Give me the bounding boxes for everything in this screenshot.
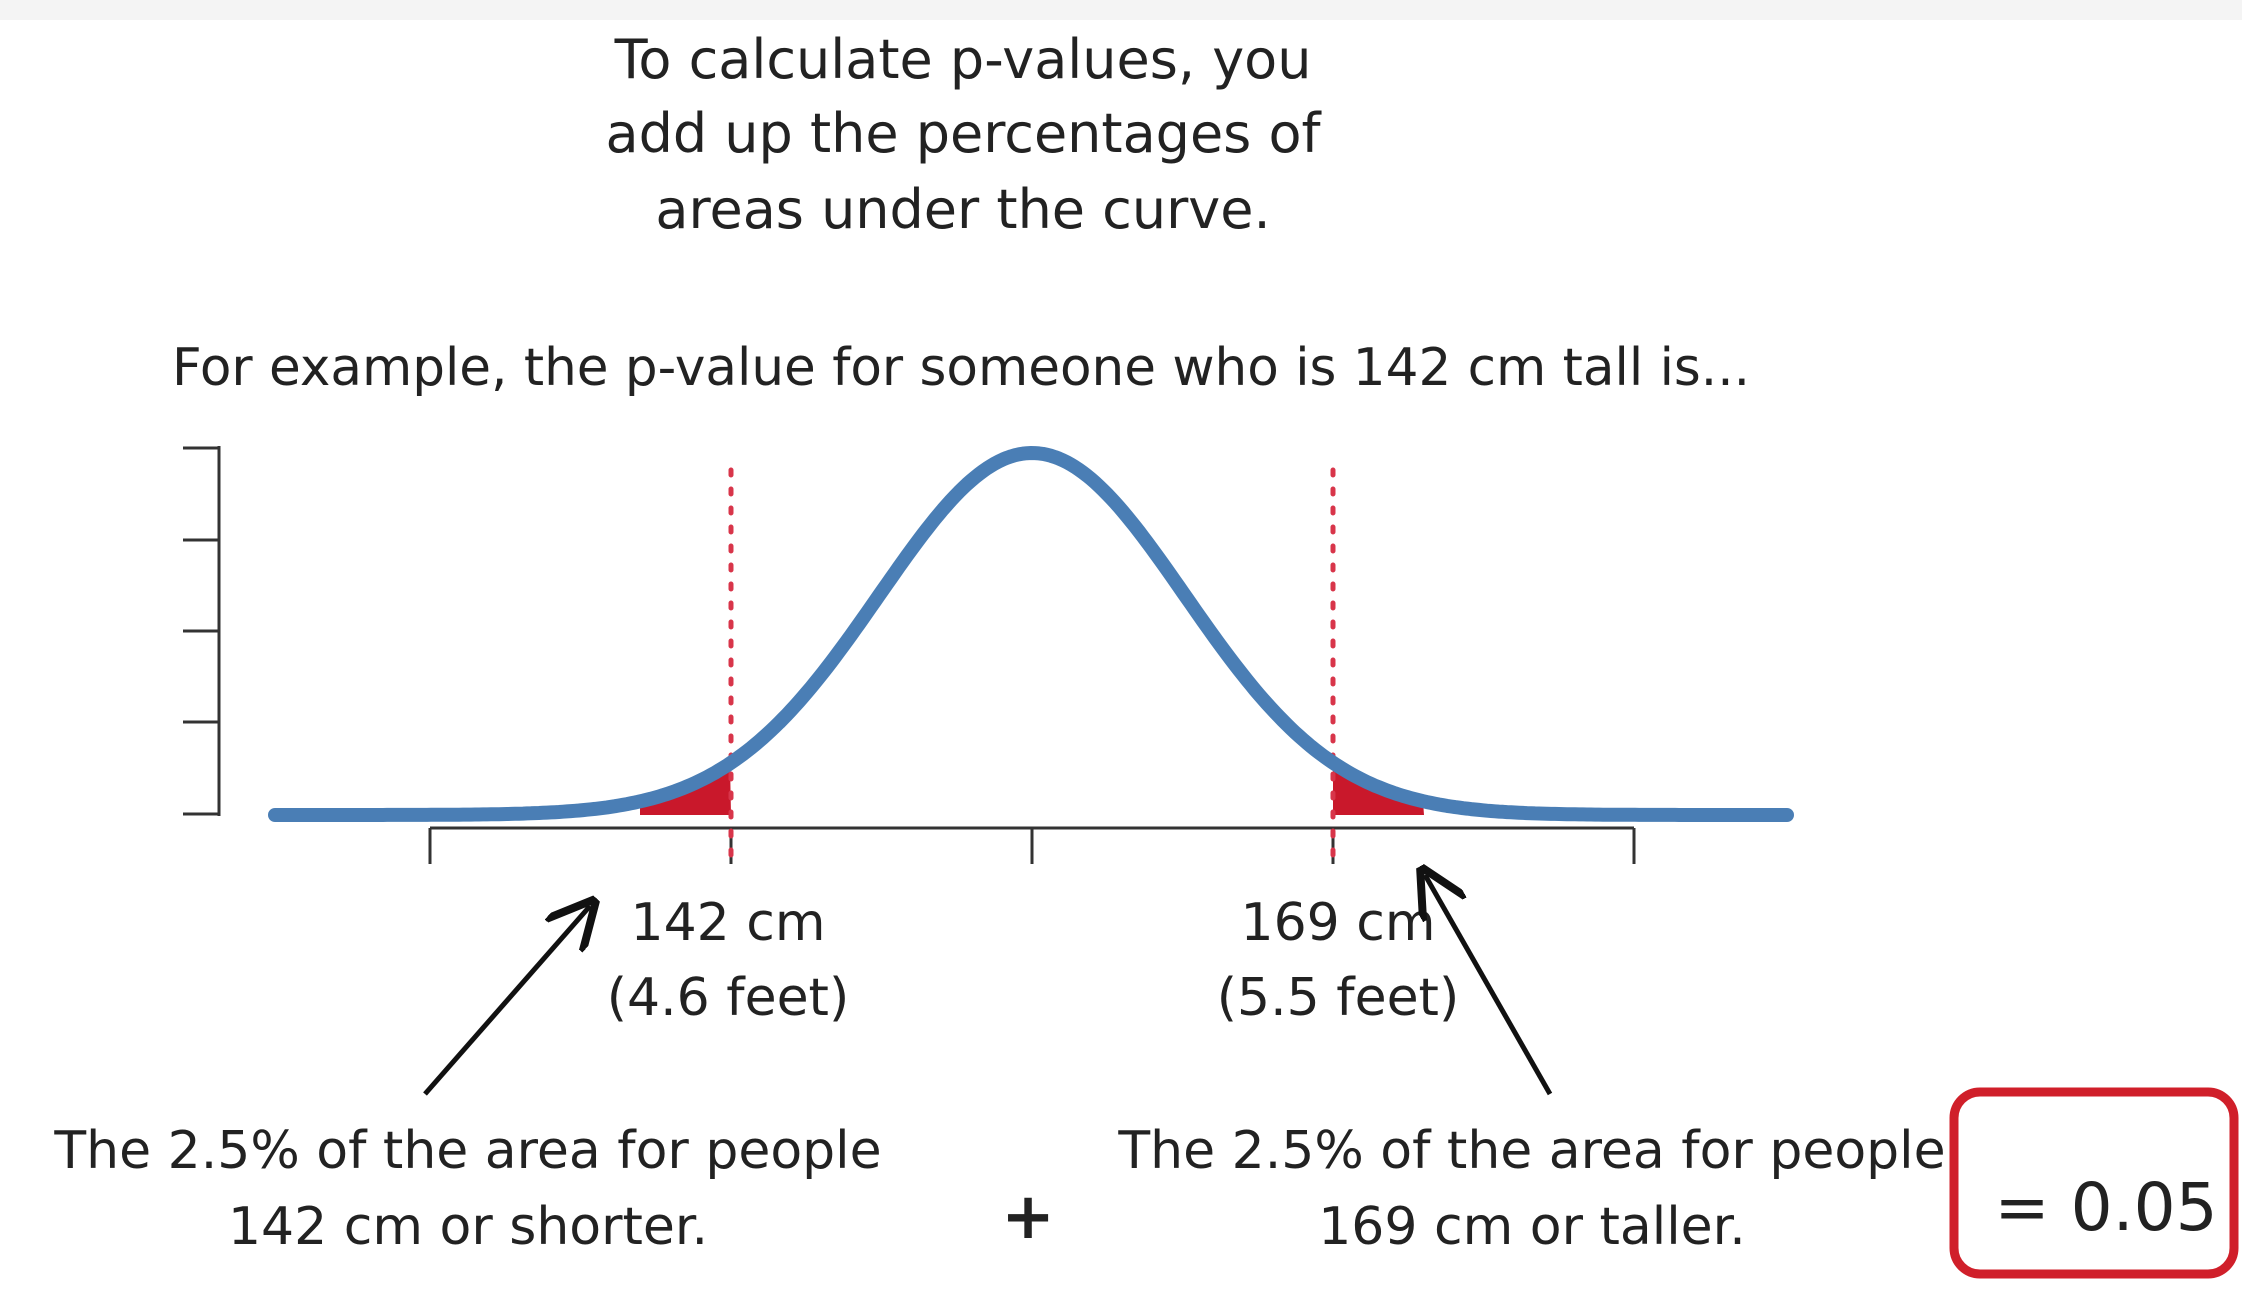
right-marker-feet: (5.5 feet) — [1217, 968, 1459, 1028]
y-axis — [183, 446, 221, 816]
right-caption-line-2: 169 cm or taller. — [1318, 1197, 1746, 1257]
right-caption-line-1: The 2.5% of the area for people — [1117, 1121, 1945, 1181]
plus-sign: + — [1001, 1180, 1055, 1254]
left-marker-feet: (4.6 feet) — [607, 968, 849, 1028]
x-axis — [428, 826, 1636, 864]
left-caption-line-1: The 2.5% of the area for people — [53, 1121, 881, 1181]
heading-line-3: areas under the curve. — [655, 178, 1270, 241]
left-caption-line-2: 142 cm or shorter. — [228, 1197, 708, 1257]
right-arrow-icon — [1425, 875, 1553, 1096]
left-arrow-icon — [423, 906, 590, 1096]
example-text: For example, the p-value for someone who… — [172, 338, 1750, 398]
left-marker-value: 142 cm — [630, 893, 825, 953]
result-box — [1949, 1087, 2239, 1279]
right-marker-value: 169 cm — [1240, 893, 1435, 953]
result-value: = 0.05 — [1994, 1169, 2217, 1246]
heading-line-2: add up the percentages of — [605, 102, 1322, 165]
heading-line-1: To calculate p-values, you — [614, 28, 1312, 91]
normal-curve — [268, 446, 1794, 822]
top-band — [0, 0, 2242, 20]
